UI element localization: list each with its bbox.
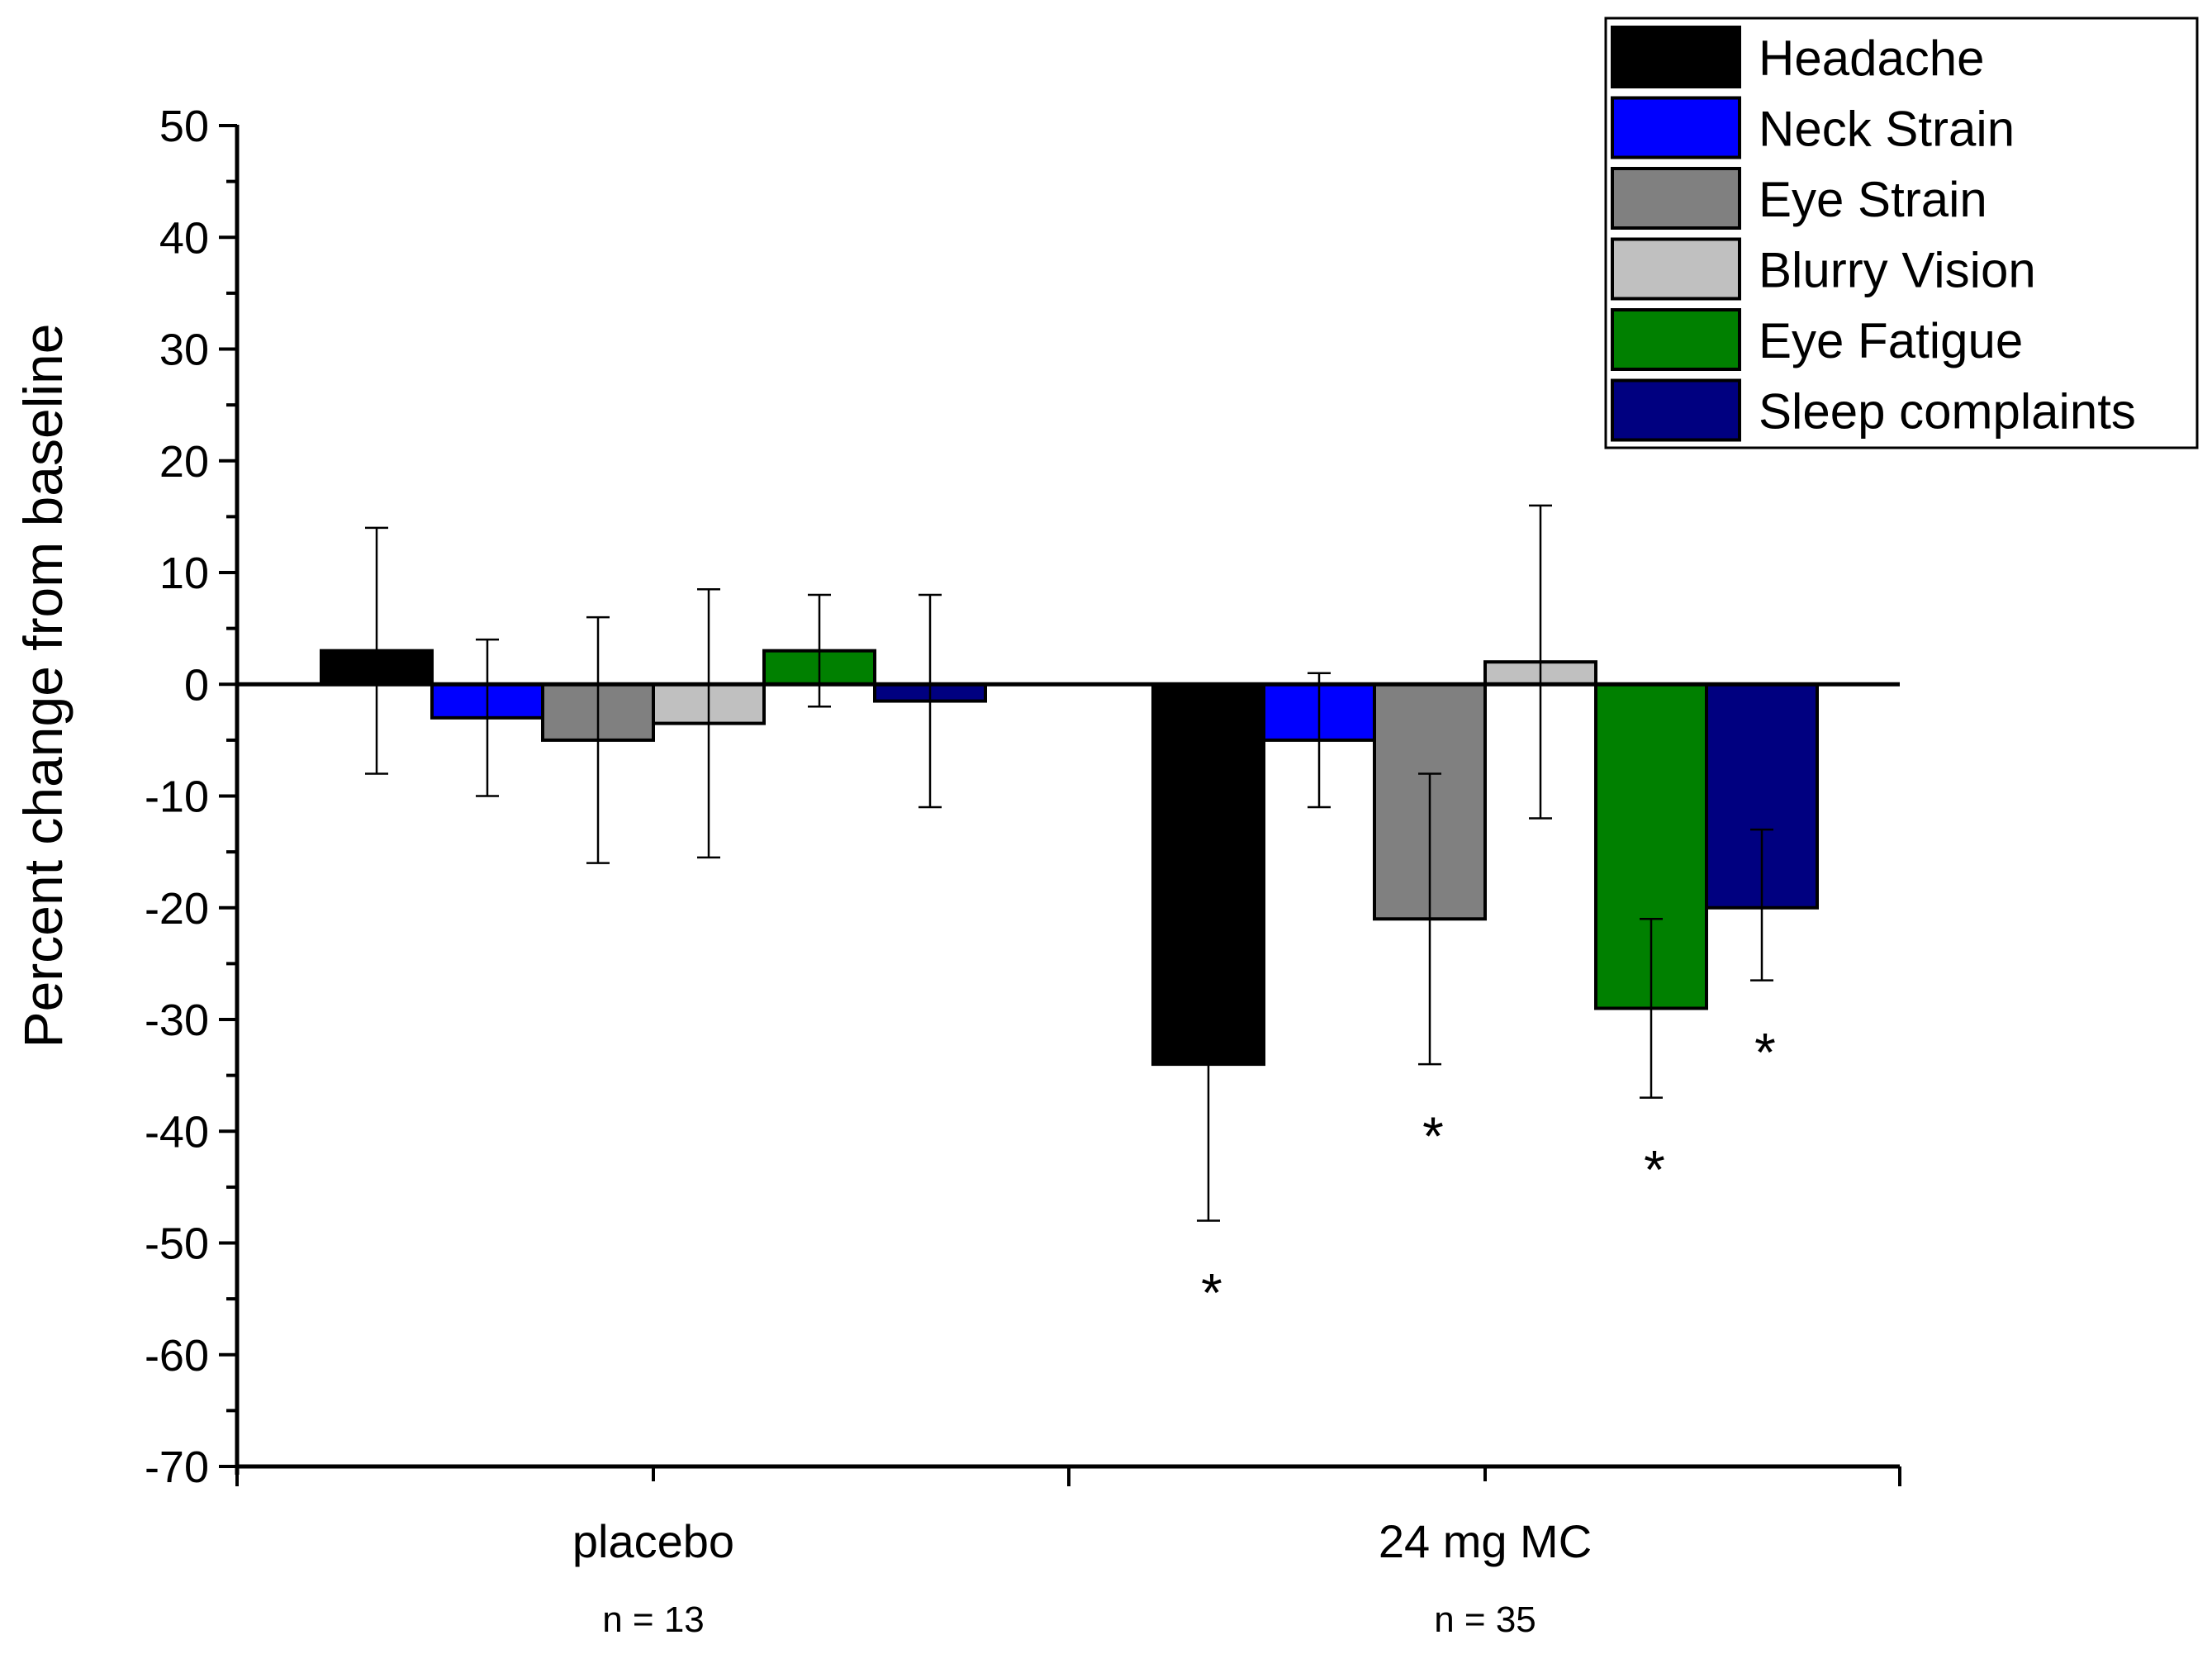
legend-label: Eye Fatigue [1759,313,2023,368]
x-category-label: placebo [572,1515,734,1567]
legend-label: Sleep complaints [1759,384,2136,440]
y-tick-label: 30 [159,326,209,375]
legend-swatch [1611,167,1741,230]
legend-swatch [1611,308,1741,371]
y-tick-label: -30 [145,996,209,1045]
y-axis-label: Percent change from baseline [12,324,74,1048]
legend-label: Neck Strain [1759,102,2015,157]
sample-size-label: n = 35 [1434,1599,1536,1640]
legend-swatch [1611,96,1741,159]
y-tick-label: 10 [159,549,209,598]
y-tick-label: 20 [159,437,209,487]
significance-marker: * [1754,1022,1776,1083]
y-tick-label: -70 [145,1442,209,1492]
legend-label: Eye Strain [1759,172,1987,227]
sample-size-label: n = 13 [602,1599,705,1640]
x-category-label: 24 mg MC [1379,1515,1592,1567]
legend-box [1604,17,2199,449]
y-tick-label: 40 [159,213,209,263]
y-tick-label: 50 [159,102,209,151]
significance-marker: * [1644,1139,1665,1200]
legend-swatch [1611,237,1741,301]
y-tick-label: -50 [145,1219,209,1269]
significance-marker: * [1422,1105,1444,1167]
significance-marker: * [1201,1262,1222,1323]
bar [1151,682,1265,1067]
legend-swatch [1611,378,1741,442]
y-tick-label: 0 [184,660,209,710]
legend-swatch [1611,26,1741,88]
y-tick-label: -40 [145,1107,209,1157]
legend: Headache Neck Strain Eye Strain Blurry Visi… [1604,17,2199,449]
legend-label: Blurry Vision [1759,243,2036,298]
legend-label: Headache [1759,31,1985,86]
y-tick-label: -10 [145,772,209,822]
y-tick-label: -60 [145,1331,209,1381]
plot-area: 50 40 30 20 10 0 -10 -20 -30 -40 -50 -60 -70 placebo n… [145,102,1901,1640]
y-tick-label: -20 [145,884,209,934]
